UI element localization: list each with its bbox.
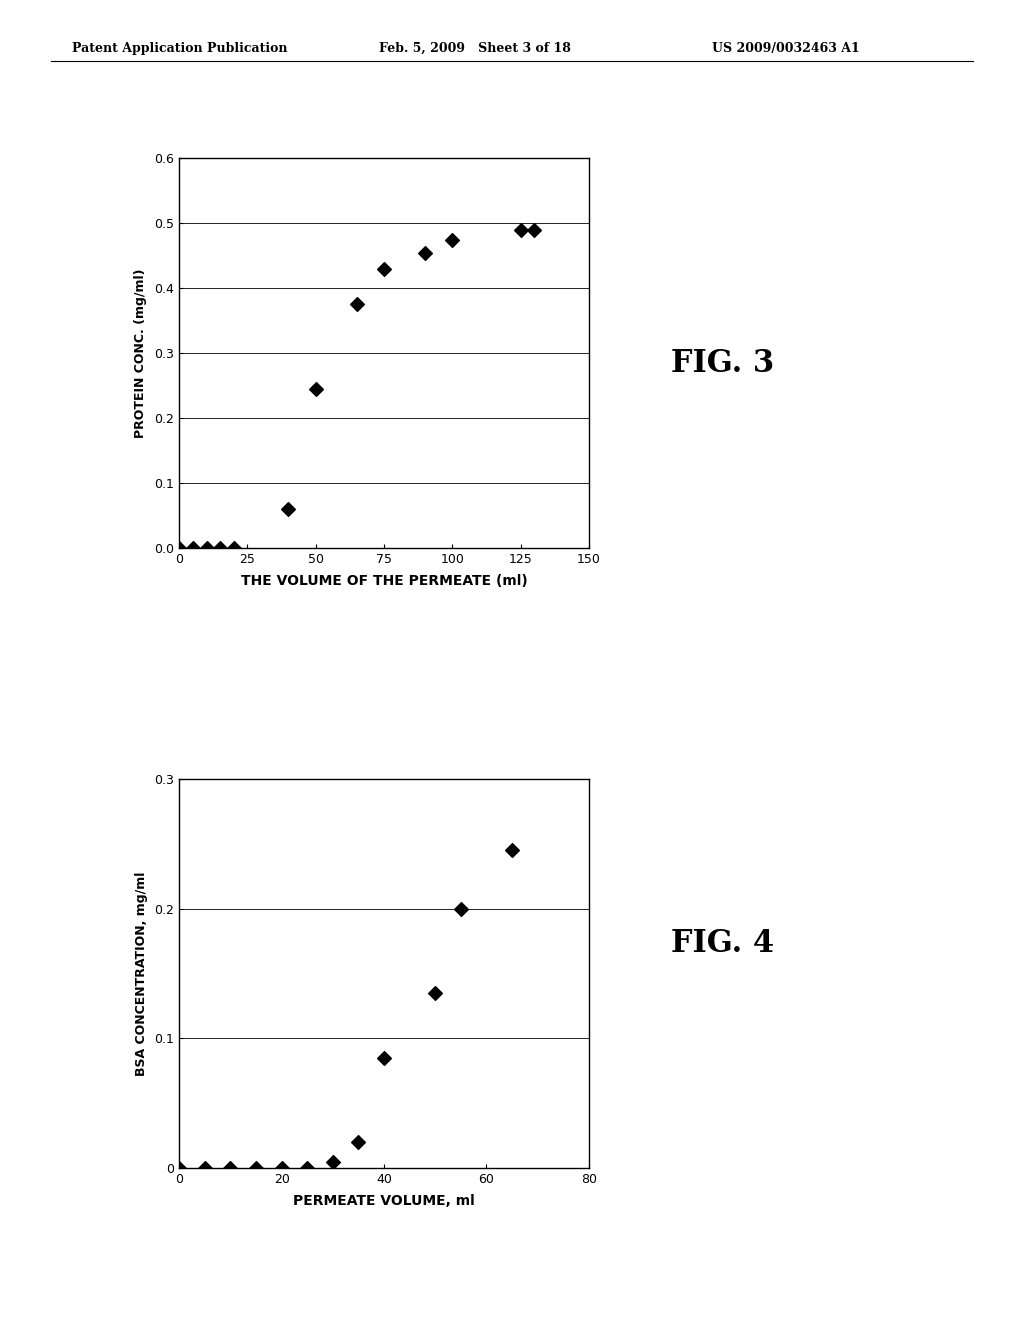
Point — [184, 537, 201, 558]
Point — [427, 982, 443, 1003]
Text: FIG. 4: FIG. 4 — [671, 928, 774, 960]
X-axis label: PERMEATE VOLUME, ml: PERMEATE VOLUME, ml — [293, 1195, 475, 1208]
Point — [453, 898, 469, 919]
Point — [299, 1158, 315, 1179]
Point — [512, 219, 528, 240]
Point — [171, 1158, 187, 1179]
Point — [273, 1158, 290, 1179]
Text: FIG. 3: FIG. 3 — [671, 347, 774, 379]
Point — [248, 1158, 264, 1179]
Point — [444, 228, 461, 249]
Point — [504, 840, 520, 861]
Text: Patent Application Publication: Patent Application Publication — [72, 42, 287, 55]
X-axis label: THE VOLUME OF THE PERMEATE (ml): THE VOLUME OF THE PERMEATE (ml) — [241, 574, 527, 587]
Point — [222, 1158, 239, 1179]
Point — [376, 1047, 392, 1068]
Point — [199, 537, 215, 558]
Y-axis label: BSA CONCENTRATION, mg/ml: BSA CONCENTRATION, mg/ml — [134, 871, 147, 1076]
Point — [417, 242, 433, 263]
Point — [376, 259, 392, 280]
Point — [526, 219, 543, 240]
Text: US 2009/0032463 A1: US 2009/0032463 A1 — [712, 42, 859, 55]
Point — [350, 1131, 367, 1152]
Point — [325, 1151, 341, 1172]
Y-axis label: PROTEIN CONC. (mg/ml): PROTEIN CONC. (mg/ml) — [134, 268, 147, 438]
Point — [281, 499, 297, 520]
Point — [225, 537, 242, 558]
Point — [348, 294, 365, 315]
Point — [212, 537, 228, 558]
Point — [307, 379, 324, 400]
Text: Feb. 5, 2009   Sheet 3 of 18: Feb. 5, 2009 Sheet 3 of 18 — [379, 42, 570, 55]
Point — [197, 1158, 213, 1179]
Point — [171, 537, 187, 558]
